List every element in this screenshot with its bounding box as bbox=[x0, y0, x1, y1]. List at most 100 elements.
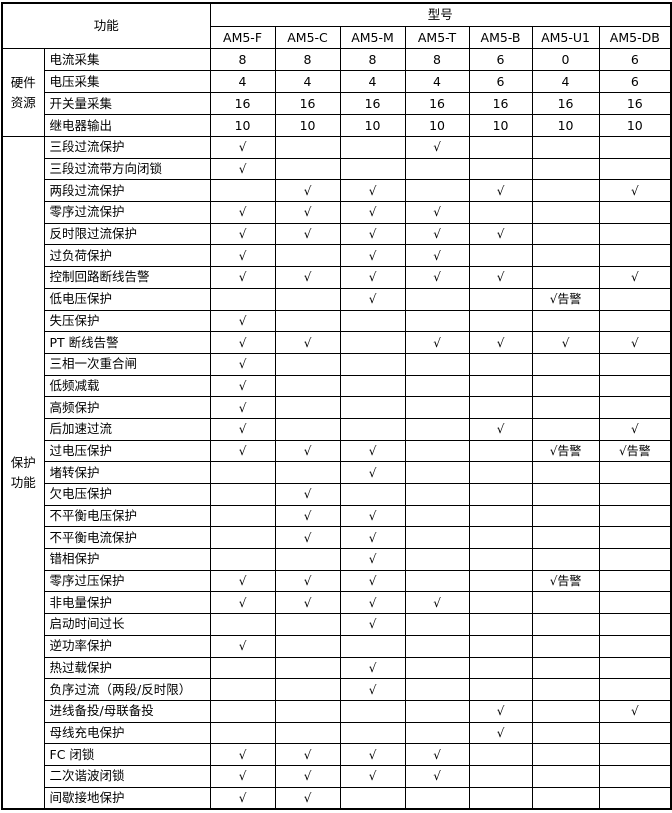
table-row: 控制回路断线告警 √ √ √ √ √ √ bbox=[2, 266, 672, 289]
check-cell: √ bbox=[598, 699, 672, 723]
check-cell: √ bbox=[209, 352, 276, 376]
empty-cell bbox=[598, 374, 672, 398]
check-cell: √ bbox=[339, 764, 406, 788]
check-cell: √ bbox=[274, 526, 341, 550]
check-cell: √ bbox=[339, 244, 406, 268]
value-cell: 6 bbox=[598, 48, 672, 71]
check-cell: √ bbox=[468, 331, 533, 354]
table-row: 不平衡电压保护 √ √ bbox=[2, 504, 672, 528]
empty-cell bbox=[274, 634, 341, 658]
feature-name: 低频减载 bbox=[43, 374, 211, 398]
feature-name: 两段过流保护 bbox=[43, 179, 211, 203]
empty-cell bbox=[468, 157, 533, 181]
empty-cell bbox=[598, 786, 672, 810]
table-row: 低电压保护 √ √告警 bbox=[2, 287, 672, 311]
check-cell: √ bbox=[404, 331, 470, 354]
empty-cell bbox=[531, 591, 600, 615]
empty-cell bbox=[531, 699, 600, 723]
check-cell: √ bbox=[339, 678, 406, 701]
empty-cell bbox=[274, 136, 341, 159]
empty-cell bbox=[598, 396, 672, 419]
check-cell: √ bbox=[468, 266, 533, 289]
check-cell: √ bbox=[404, 743, 470, 766]
empty-cell bbox=[598, 764, 672, 788]
empty-cell bbox=[404, 157, 470, 181]
empty-cell bbox=[404, 417, 470, 441]
empty-cell bbox=[531, 526, 600, 550]
empty-cell bbox=[468, 634, 533, 658]
value-cell: 16 bbox=[598, 92, 672, 115]
check-cell: √ bbox=[209, 743, 276, 766]
empty-cell bbox=[274, 699, 341, 723]
check-cell: √ bbox=[404, 591, 470, 615]
empty-cell bbox=[274, 417, 341, 441]
empty-cell bbox=[598, 526, 672, 550]
table-row: 电压采集 4 4 4 4 6 4 6 bbox=[2, 70, 672, 93]
empty-cell bbox=[598, 201, 672, 224]
empty-cell bbox=[468, 656, 533, 680]
empty-cell bbox=[274, 396, 341, 419]
value-cell: 10 bbox=[404, 114, 470, 137]
model-header-am5-f: AM5-F bbox=[209, 26, 276, 49]
empty-cell bbox=[209, 504, 276, 528]
check-cell: √ bbox=[209, 569, 276, 593]
check-cell: √ bbox=[404, 136, 470, 159]
empty-cell bbox=[468, 483, 533, 506]
check-cell: √ bbox=[209, 417, 276, 441]
group-label-cell: 保护功能 bbox=[1, 136, 45, 810]
empty-cell bbox=[598, 136, 672, 159]
feature-name: 欠电压保护 bbox=[43, 483, 211, 506]
check-cell: √ bbox=[209, 764, 276, 788]
check-cell: √ bbox=[274, 504, 341, 528]
model-header-am5-c: AM5-C bbox=[274, 26, 341, 49]
empty-cell bbox=[468, 678, 533, 701]
empty-cell bbox=[404, 678, 470, 701]
table-row: 失压保护 √ bbox=[2, 309, 672, 333]
empty-cell bbox=[531, 786, 600, 810]
check-cell: √ bbox=[598, 331, 672, 354]
table-row: 进线备投/母联备投 √ √ bbox=[2, 699, 672, 723]
table-row: PT 断线告警 √ √ √ √ √ √ bbox=[2, 331, 672, 354]
value-cell: 16 bbox=[468, 92, 533, 115]
empty-cell bbox=[468, 309, 533, 333]
empty-cell bbox=[209, 699, 276, 723]
empty-cell bbox=[274, 461, 341, 484]
empty-cell bbox=[531, 634, 600, 658]
empty-cell bbox=[598, 591, 672, 615]
model-header-am5-db: AM5-DB bbox=[598, 26, 672, 49]
empty-cell bbox=[531, 764, 600, 788]
check-cell: √ bbox=[468, 721, 533, 745]
empty-cell bbox=[531, 201, 600, 224]
value-cell: 4 bbox=[274, 70, 341, 93]
table-row: FC 闭锁 √ √ √ √ bbox=[2, 743, 672, 766]
table-row: 零序过压保护 √ √ √ √告警 bbox=[2, 569, 672, 593]
check-cell: √ bbox=[274, 179, 341, 203]
check-cell: √ bbox=[274, 439, 341, 463]
check-cell: √ bbox=[274, 569, 341, 593]
empty-cell bbox=[404, 396, 470, 419]
check-cell: √告警 bbox=[531, 569, 600, 593]
empty-cell bbox=[339, 352, 406, 376]
empty-cell bbox=[209, 287, 276, 311]
check-cell: √ bbox=[339, 743, 406, 766]
empty-cell bbox=[531, 179, 600, 203]
empty-cell bbox=[468, 526, 533, 550]
empty-cell bbox=[598, 483, 672, 506]
check-cell: √ bbox=[404, 266, 470, 289]
empty-cell bbox=[404, 352, 470, 376]
feature-name: 堵转保护 bbox=[43, 461, 211, 484]
empty-cell bbox=[404, 656, 470, 680]
table-row: 后加速过流 √ √ √ bbox=[2, 417, 672, 441]
empty-cell bbox=[531, 374, 600, 398]
feature-name: 后加速过流 bbox=[43, 417, 211, 441]
empty-cell bbox=[468, 244, 533, 268]
check-cell: √ bbox=[274, 222, 341, 246]
value-cell: 16 bbox=[404, 92, 470, 115]
value-cell: 16 bbox=[531, 92, 600, 115]
empty-cell bbox=[468, 287, 533, 311]
table-row: 不平衡电流保护 √ √ bbox=[2, 526, 672, 550]
value-cell: 6 bbox=[468, 48, 533, 71]
check-cell: √ bbox=[339, 504, 406, 528]
table-row: 高频保护 √ bbox=[2, 396, 672, 419]
